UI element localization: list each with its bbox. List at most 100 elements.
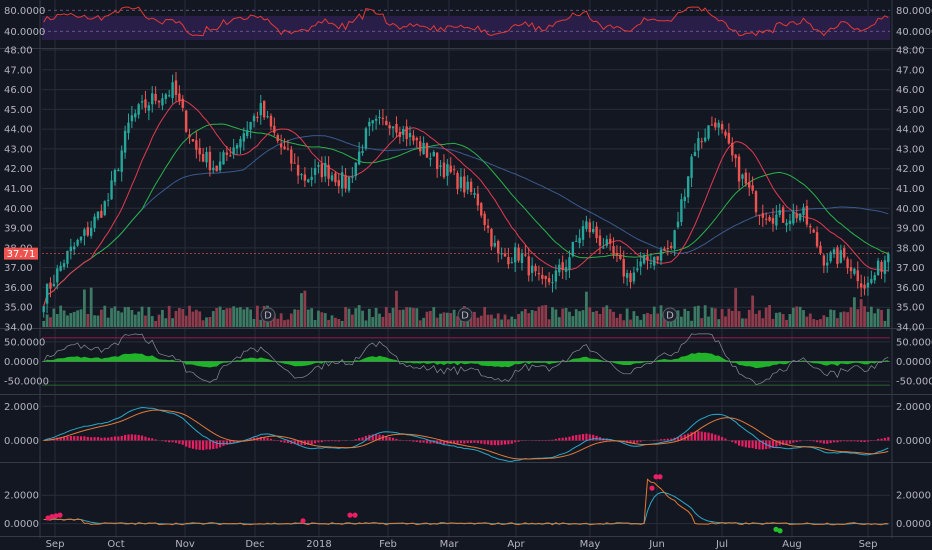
volume-bar xyxy=(452,309,456,327)
volume-bar xyxy=(194,309,198,327)
candle-body xyxy=(361,150,364,154)
volume-bar xyxy=(490,314,493,327)
volume-bar xyxy=(127,307,130,327)
volume-bar xyxy=(540,305,544,327)
volume-bar xyxy=(120,312,124,327)
candle-body xyxy=(520,253,524,264)
volume-bar xyxy=(676,310,680,327)
volume-bar xyxy=(310,308,314,327)
candle-body xyxy=(680,199,683,223)
candle-body xyxy=(673,230,676,249)
signal-line xyxy=(43,409,889,460)
candle-body xyxy=(544,276,547,280)
candle-body xyxy=(181,98,184,108)
candle-body xyxy=(76,239,79,246)
candle-body xyxy=(452,169,456,171)
volume-bar xyxy=(534,311,537,327)
dividend-label: D xyxy=(666,311,674,322)
osc-tick-right: -50.0000 xyxy=(896,377,932,388)
volume-bar xyxy=(578,311,582,327)
volume-bar xyxy=(764,307,768,327)
volume-bar xyxy=(863,306,866,327)
candle-body xyxy=(602,247,605,249)
volume-bar xyxy=(856,309,860,327)
candle-body xyxy=(402,129,405,135)
volume-bar xyxy=(812,319,816,327)
volume-bar xyxy=(218,306,222,327)
candle-body xyxy=(588,222,592,233)
candle-body xyxy=(639,261,642,267)
candle-body xyxy=(344,175,347,189)
candle-body xyxy=(849,267,853,272)
ma-mid-line xyxy=(43,123,889,307)
volume-bar xyxy=(388,313,392,327)
rsi-tick-left: 80.0000 xyxy=(4,6,45,17)
volume-bar xyxy=(639,319,643,327)
volume-bar xyxy=(140,306,144,327)
price-tick-left: 34.00 xyxy=(4,323,33,334)
candle-body xyxy=(439,165,442,167)
macd-pane[interactable] xyxy=(43,406,890,462)
volume-bar xyxy=(422,317,425,327)
candle-body xyxy=(408,133,412,138)
volume-bar xyxy=(707,316,710,327)
candle-body xyxy=(161,98,164,106)
candle-body xyxy=(273,125,276,133)
candle-body xyxy=(795,213,798,219)
x-tick-label: Mar xyxy=(440,539,460,550)
oscillator-pane[interactable] xyxy=(42,333,890,386)
candle-body xyxy=(262,100,266,118)
candle-body xyxy=(62,263,66,267)
volume-bar xyxy=(150,316,154,327)
volume-bar xyxy=(500,319,504,327)
volume-bar xyxy=(242,309,246,327)
candle-body xyxy=(327,164,330,179)
candle-body xyxy=(541,274,544,279)
candle-body xyxy=(232,147,235,155)
volume-bar xyxy=(703,305,707,327)
candle-body xyxy=(778,210,781,215)
volume-bar xyxy=(496,313,500,327)
indicator-pane[interactable] xyxy=(43,474,889,534)
volume-bar xyxy=(646,312,649,327)
candle-body xyxy=(666,248,670,250)
volume-bar xyxy=(174,310,178,327)
current-price-tag-left xyxy=(4,247,38,260)
volume-bar xyxy=(852,297,856,327)
volume-bar xyxy=(876,308,880,327)
candle-body xyxy=(201,154,205,162)
candle-body xyxy=(388,125,391,129)
rsi-pane[interactable] xyxy=(42,6,890,40)
candle-body xyxy=(79,236,83,241)
volume-bar xyxy=(622,320,626,327)
candle-body xyxy=(307,179,310,183)
signal-marker-down xyxy=(773,526,779,532)
volume-bar xyxy=(215,307,219,327)
candle-body xyxy=(279,143,283,148)
dividend-marker xyxy=(662,307,678,323)
volume-bar xyxy=(849,307,853,327)
price-tick-left: 40.00 xyxy=(4,204,33,215)
volume-bar xyxy=(89,287,93,327)
volume-bar xyxy=(154,320,158,327)
price-tick-left: 46.00 xyxy=(4,85,33,96)
volume-bar xyxy=(825,317,829,327)
dividend-label: D xyxy=(264,311,272,322)
volume-bar xyxy=(734,288,738,327)
volume-bar xyxy=(788,314,792,327)
candle-body xyxy=(720,124,724,130)
candle-body xyxy=(354,162,357,177)
volume-bar xyxy=(86,313,90,327)
signal-marker-up xyxy=(649,485,655,491)
volume-bar xyxy=(456,316,459,327)
candle-body xyxy=(229,155,232,157)
osc-tick-right: 50.0000 xyxy=(896,337,932,348)
volume-bar xyxy=(313,319,317,327)
candle-body xyxy=(303,174,307,181)
volume-bar xyxy=(116,310,120,327)
price-tick-right: 46.00 xyxy=(896,85,925,96)
price-tick-right: 40.00 xyxy=(896,204,925,215)
volume-bar xyxy=(585,291,588,327)
